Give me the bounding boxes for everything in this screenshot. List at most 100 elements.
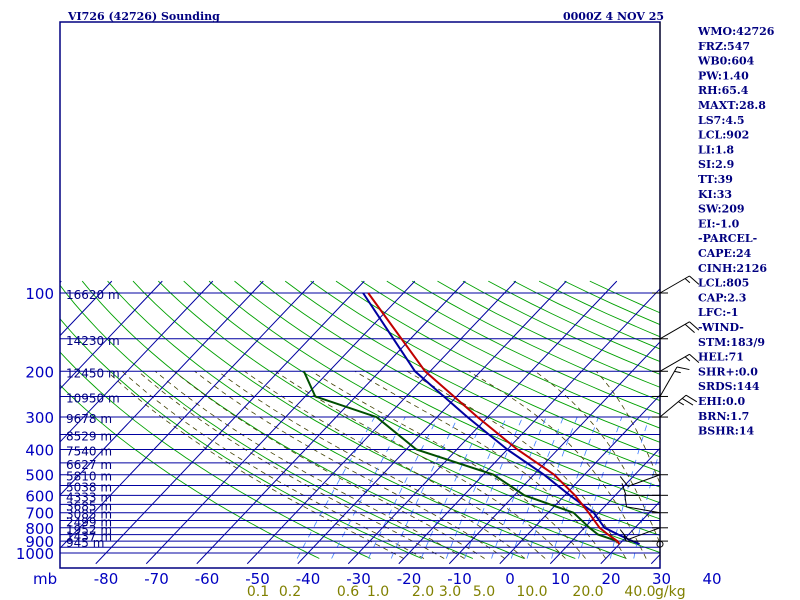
mixing-ratio-line xyxy=(668,417,699,558)
height-label: 5038 m xyxy=(66,480,112,494)
sounding-index: SW:209 xyxy=(698,203,745,216)
dry-adiabat xyxy=(107,280,576,559)
isotherm-line xyxy=(95,280,365,565)
pressure-tick-label: 800 xyxy=(25,520,54,538)
isotherm-line xyxy=(60,280,113,337)
wind-barb-feather xyxy=(689,353,700,364)
mixing-ratio-tick-label: 0.1 xyxy=(247,584,269,600)
height-label: 8529 m xyxy=(66,429,112,443)
moist-adiabat xyxy=(244,370,546,559)
sounding-index: TT:39 xyxy=(698,173,733,186)
dry-adiabat xyxy=(513,280,660,350)
moist-adiabat xyxy=(194,370,506,559)
height-label: 945 m xyxy=(66,536,104,550)
mixing-ratio-line xyxy=(510,416,564,559)
wind-barb xyxy=(659,275,700,294)
mixing-ratio-tick-label: 3.0 xyxy=(439,584,461,600)
wind-barb-half-feather xyxy=(678,401,685,406)
isotherm-line xyxy=(398,288,660,565)
temperature-tick-label: -30 xyxy=(346,570,371,588)
mixing-ratio-line xyxy=(445,416,507,559)
temperature-tick-label: 0 xyxy=(505,570,515,588)
isotherm-line xyxy=(60,280,163,390)
wind-barb-half-feather xyxy=(684,356,691,362)
mixing-ratio-line xyxy=(491,416,547,559)
temperature-tick-label: -20 xyxy=(397,570,422,588)
sounding-index: LCL:805 xyxy=(698,277,749,290)
temperature-tick-label: 20 xyxy=(601,570,620,588)
mixing-ratio-tick-label: 20.0 xyxy=(572,584,603,600)
isotherm-line xyxy=(145,280,416,565)
mixing-ratio-tick-label: 0.2 xyxy=(279,584,301,600)
moist-adiabat xyxy=(468,370,647,559)
wind-barb xyxy=(659,394,698,418)
wind-barbs xyxy=(619,22,700,560)
sounding-index: SRDS:144 xyxy=(698,380,760,393)
isotherm-line xyxy=(60,280,214,443)
wind-barb-staff xyxy=(659,353,690,372)
isotherm-line xyxy=(549,447,660,565)
moist-adiabat xyxy=(534,370,660,545)
height-label: 1952 m xyxy=(66,523,112,537)
pressure-tick-label: 100 xyxy=(25,285,54,303)
mixing-ratio-line xyxy=(331,416,406,559)
mixing-ratio-unit-label: g/kg xyxy=(655,584,686,600)
height-label: 5810 m xyxy=(66,470,112,484)
sounding-index: LCL:902 xyxy=(698,129,749,142)
moist-adiabat xyxy=(595,371,660,485)
mixing-ratio-line xyxy=(610,416,650,559)
sounding-index: SHR+:0.0 xyxy=(698,365,758,378)
wind-barb xyxy=(659,366,690,397)
mixing-ratio-line xyxy=(420,416,485,559)
series-layer xyxy=(302,292,640,546)
height-label: 6627 m xyxy=(66,458,112,472)
sounding-index: -PARCEL- xyxy=(698,232,757,245)
sounding-index: WB0:604 xyxy=(697,55,755,68)
temperature-tick-label: -80 xyxy=(94,570,119,588)
temperature-tick-label: -60 xyxy=(195,570,220,588)
wind-barb-feather xyxy=(681,397,694,406)
moist-adiabat xyxy=(406,370,627,559)
height-label: 3085 m xyxy=(66,508,112,522)
mixing-ratio-tick-label: 1.0 xyxy=(367,584,389,600)
wind-barb-half-feather xyxy=(623,534,627,542)
plot-frame xyxy=(59,21,661,569)
isotherm-line xyxy=(752,281,800,564)
station-title: VI726 (42726) Sounding xyxy=(67,10,220,23)
grid-layer xyxy=(0,280,800,565)
height-label: 16620 m xyxy=(66,288,120,302)
isotherm-line xyxy=(0,281,11,564)
height-label: 12450 m xyxy=(66,366,120,380)
temperature-tick-label: -40 xyxy=(296,570,321,588)
wind-barb-staff xyxy=(627,474,661,487)
height-label: 4333 m xyxy=(66,490,112,504)
mixing-ratio-tick-label: 0.6 xyxy=(337,584,359,600)
wind-barb-feather xyxy=(619,529,629,540)
sounding-index: MAXT:28.8 xyxy=(698,99,766,112)
height-label: 3685 m xyxy=(66,499,112,513)
isotherm-line xyxy=(600,500,660,565)
mixing-ratio-line xyxy=(464,416,523,559)
sounding-index: PW:1.40 xyxy=(698,69,749,82)
mixing-ratio-line xyxy=(368,416,439,559)
temperature-profile xyxy=(362,292,640,546)
sounding-index: FRZ:547 xyxy=(698,40,750,53)
mixing-ratio-line xyxy=(578,416,623,559)
sounding-index: LFC:-1 xyxy=(698,306,739,319)
wind-barb-feather xyxy=(689,275,700,285)
height-label: 14230 m xyxy=(66,334,120,348)
mixing-ratio-tick-label: 40.0 xyxy=(624,584,655,600)
temperature-tick-label: 40 xyxy=(702,570,721,588)
height-label: 9678 m xyxy=(66,412,112,426)
wind-barb-feather xyxy=(676,366,690,371)
parcel-profile xyxy=(367,292,621,545)
temperature-tick-label: -50 xyxy=(245,570,270,588)
wind-barb xyxy=(619,474,661,487)
isotherm-line xyxy=(297,280,567,565)
wind-barb xyxy=(619,527,661,540)
wind-barb-feather xyxy=(619,476,629,487)
wind-barb-feather xyxy=(684,323,695,334)
wind-barb-staff xyxy=(627,527,661,540)
moist-adiabat xyxy=(173,370,485,559)
